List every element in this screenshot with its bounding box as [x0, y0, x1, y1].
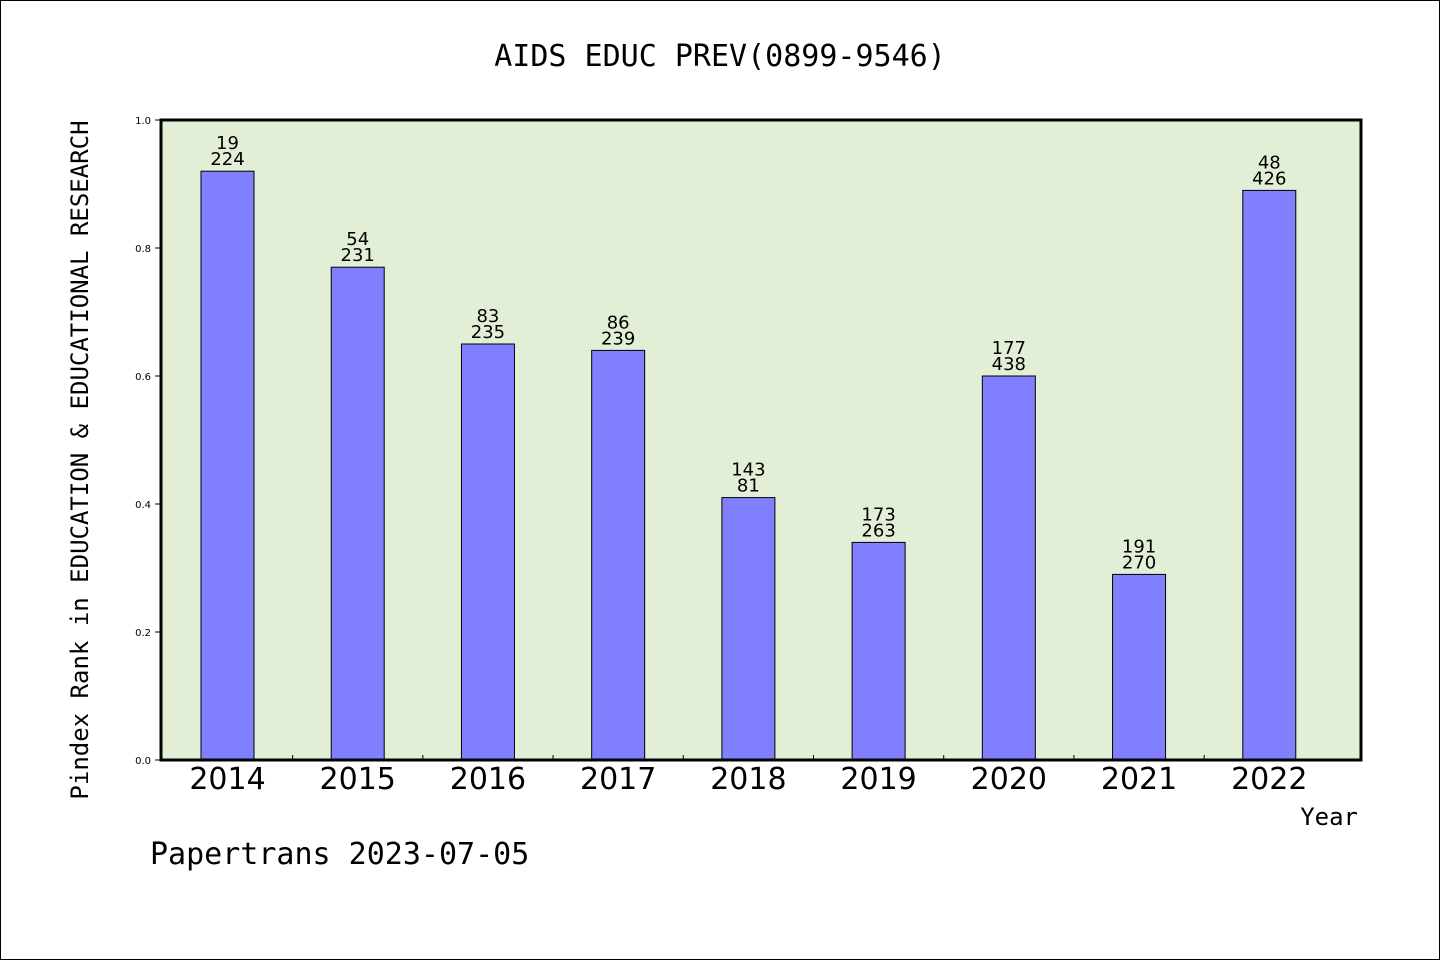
bar-2014 — [200, 170, 255, 761]
bar-2022 — [1242, 189, 1297, 761]
chart-title: AIDS EDUC PREV(0899-9546) — [494, 39, 946, 74]
y-tick-label: 0.2 — [135, 628, 151, 639]
bar-2021 — [1112, 573, 1167, 761]
x-tick-label-2018: 2018 — [710, 762, 786, 797]
x-tick-label-2021: 2021 — [1101, 762, 1177, 797]
y-tick-label: 1.0 — [135, 116, 151, 127]
bar-2020 — [981, 375, 1036, 761]
y-tick-label: 0.4 — [135, 500, 151, 511]
bar-label-top-2022: 48 — [1258, 152, 1281, 173]
x-tick-label-2015: 2015 — [320, 762, 396, 797]
y-tick-label: 0.0 — [135, 756, 151, 767]
bar-label-top-2020: 177 — [992, 338, 1026, 359]
bar-label-bottom-2017: 239 — [601, 328, 635, 349]
bar-label-bottom-2020: 438 — [992, 354, 1026, 375]
x-tick-label-2017: 2017 — [580, 762, 656, 797]
x-axis-label: Year — [1300, 803, 1358, 831]
y-axis-ticks: 0.0 0.2 0.4 0.6 0.8 1.0 — [135, 116, 161, 767]
x-tick-label-2020: 2020 — [971, 762, 1047, 797]
bar-label-bottom-2015: 231 — [341, 245, 375, 266]
bar-2017 — [591, 349, 646, 761]
x-axis-ticks: 2014 2015 2016 2017 2018 2019 2020 2021 2022 — [189, 755, 1307, 797]
bar-label-bottom-2014: 224 — [210, 149, 244, 170]
bar-label-bottom-2018: 81 — [737, 476, 760, 497]
footer-credit: Papertrans 2023-07-05 — [150, 837, 529, 872]
bar-2015 — [330, 266, 385, 761]
bar-label-top-2017: 86 — [607, 312, 630, 333]
bar-label-bottom-2019: 263 — [861, 520, 895, 541]
bar-label-bottom-2021: 270 — [1122, 552, 1156, 573]
bar-2019 — [851, 541, 906, 761]
bar-label-top-2016: 83 — [476, 306, 499, 327]
y-tick-label: 0.6 — [135, 372, 151, 383]
bar-label-bottom-2016: 235 — [471, 322, 505, 343]
bar-2016 — [460, 343, 515, 761]
x-tick-label-2016: 2016 — [450, 762, 526, 797]
bar-label-bottom-2022: 426 — [1252, 168, 1286, 189]
bar-label-top-2015: 54 — [346, 229, 369, 250]
bar-2018 — [721, 497, 776, 761]
bar-label-top-2018: 143 — [731, 460, 765, 481]
x-tick-label-2019: 2019 — [840, 762, 916, 797]
bar-label-top-2021: 191 — [1122, 536, 1156, 557]
y-axis-label: Pindex Rank in EDUCATION & EDUCATIONAL R… — [66, 120, 94, 799]
x-tick-label-2022: 2022 — [1231, 762, 1307, 797]
x-tick-label-2014: 2014 — [189, 762, 265, 797]
bar-label-top-2014: 19 — [216, 133, 239, 154]
plot-border — [159, 118, 1363, 762]
y-tick-label: 0.8 — [135, 244, 151, 255]
bar-label-top-2019: 173 — [861, 504, 895, 525]
